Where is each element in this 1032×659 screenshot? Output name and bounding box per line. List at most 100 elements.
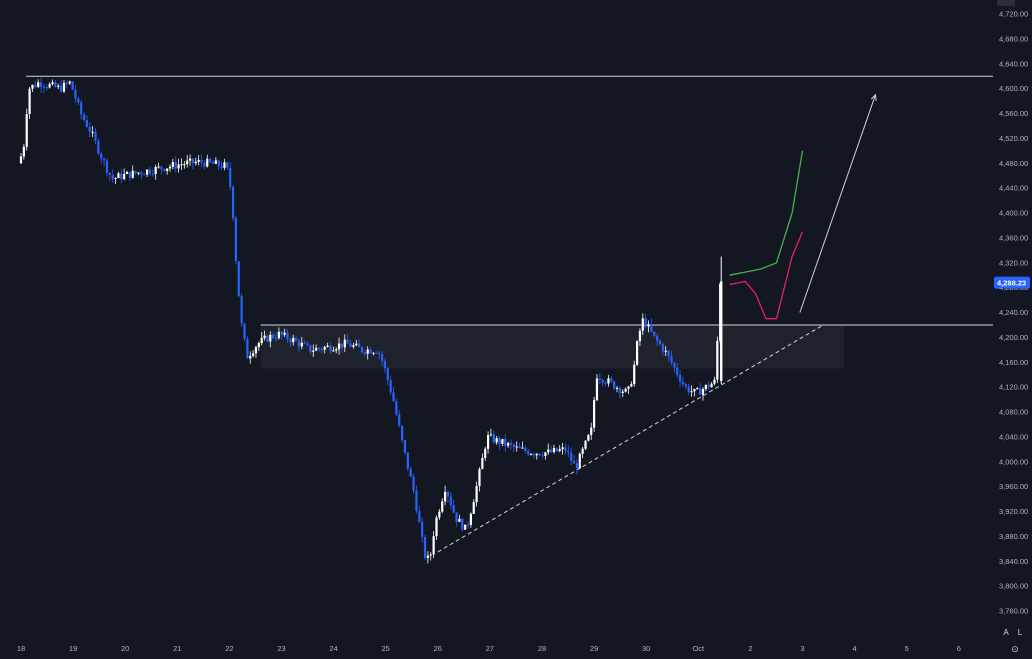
candle-body (183, 164, 186, 166)
candle (231, 185, 235, 222)
candle-body (91, 131, 94, 133)
candle-body (151, 173, 154, 175)
time-tick-label: 3 (800, 644, 804, 653)
candle-body (673, 362, 676, 368)
projection-layer[interactable] (729, 93, 877, 320)
price-tick-label: 4,320.00 (999, 258, 1028, 267)
candle (401, 425, 404, 443)
candle (389, 376, 392, 396)
candle-body (140, 172, 143, 175)
candle (45, 84, 48, 91)
candle-body (610, 378, 613, 382)
price-tick-label: 4,360.00 (999, 233, 1028, 242)
log-scale-button[interactable]: L (1017, 628, 1023, 637)
candle (613, 380, 616, 390)
drawing-layer[interactable] (26, 75, 993, 553)
candle (693, 388, 696, 397)
candle-body (464, 524, 467, 530)
candle (148, 166, 152, 177)
bullish-projection-path[interactable] (729, 150, 804, 276)
candle-body (575, 463, 579, 469)
candle (134, 170, 137, 175)
candle (57, 83, 60, 90)
candle-body (644, 318, 647, 327)
candle (484, 446, 487, 461)
trend-arrow[interactable] (799, 94, 876, 313)
candle (590, 422, 593, 440)
candle (667, 349, 670, 362)
price-tick-label: 4,640.00 (999, 59, 1028, 68)
alternate-projection-path[interactable] (729, 231, 804, 320)
candle-body (481, 457, 484, 470)
candle (406, 452, 409, 472)
candle (547, 443, 550, 455)
candle (656, 333, 659, 347)
candle-body (280, 331, 283, 335)
candle (696, 387, 699, 390)
time-tick-label: 24 (329, 644, 337, 653)
price-tick-label: 4,720.00 (999, 10, 1028, 19)
candle (704, 384, 707, 392)
candle-body (681, 381, 685, 385)
candle (555, 447, 558, 452)
candle-body (584, 440, 587, 449)
candle-body (226, 162, 229, 168)
candle (34, 80, 37, 88)
candle-body (369, 349, 372, 354)
candle-body (320, 348, 323, 350)
candle (593, 396, 596, 432)
auto-scale-button[interactable]: A (1003, 628, 1009, 637)
candle (360, 346, 364, 355)
candle (575, 459, 579, 475)
candle (429, 552, 432, 561)
candle (157, 162, 160, 169)
time-axis[interactable]: 18 19 20 21 22 23 24 25 26 27 28 29 30 Oct 2 3 4 5 6 (17, 644, 961, 653)
candle-body (570, 452, 573, 461)
candle (111, 169, 114, 183)
candle-body (186, 160, 189, 165)
candle-body (34, 84, 37, 87)
candle (699, 383, 702, 395)
candle (684, 382, 687, 390)
candle-body (37, 82, 40, 87)
settings-icon[interactable]: ⊙ (1011, 644, 1019, 654)
candle (458, 514, 461, 522)
candle (94, 127, 97, 145)
candle-body (214, 160, 217, 164)
candle (355, 339, 358, 347)
candle-body (326, 345, 329, 347)
time-tick-label: 4 (853, 644, 857, 653)
candle (358, 339, 361, 348)
candle (707, 381, 710, 391)
candle-body (615, 387, 619, 389)
candle (587, 434, 590, 442)
price-axis[interactable]: 4,720.00 4,680.00 4,640.00 4,600.00 4,560.00… (999, 10, 1028, 616)
candle-body (529, 454, 533, 456)
candle (217, 159, 220, 171)
candle (633, 360, 636, 387)
candle (481, 453, 484, 470)
candle (180, 158, 183, 171)
candle-body (590, 427, 593, 435)
candle (630, 381, 633, 388)
candle (386, 366, 389, 386)
candle-body (148, 169, 152, 174)
time-tick-label: 6 (957, 644, 961, 653)
candle-body (360, 347, 364, 353)
candle-body (670, 356, 673, 363)
support-trendline[interactable] (437, 324, 824, 553)
candle-body (378, 353, 381, 355)
candle-body (323, 346, 326, 350)
candle (254, 345, 258, 358)
candle-body (54, 82, 57, 87)
candle-body (332, 350, 335, 352)
candle (80, 99, 83, 120)
candle (323, 345, 326, 354)
candle-body (77, 98, 80, 103)
price-tick-label: 4,000.00 (999, 457, 1028, 466)
candle-body (604, 382, 607, 384)
candle-body (120, 173, 123, 180)
candle (340, 343, 344, 353)
candle (664, 345, 667, 356)
